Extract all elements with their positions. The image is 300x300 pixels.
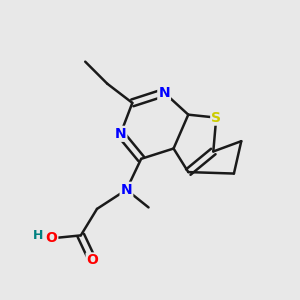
- Text: N: N: [115, 127, 126, 141]
- Text: N: N: [121, 183, 132, 197]
- Text: S: S: [211, 111, 221, 124]
- Text: O: O: [45, 231, 57, 245]
- Text: N: N: [158, 85, 170, 100]
- Text: H: H: [33, 229, 43, 242]
- Text: O: O: [87, 254, 98, 267]
